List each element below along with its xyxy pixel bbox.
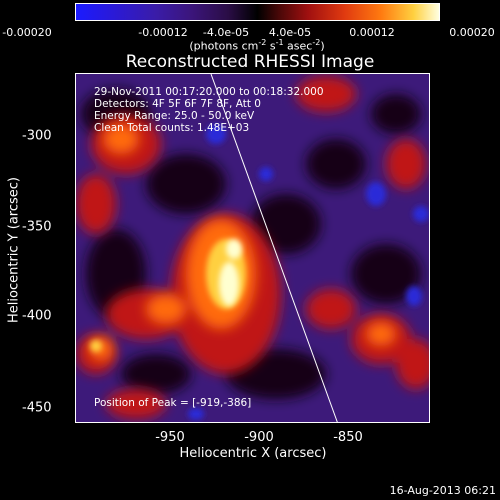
colorbar [75,3,440,21]
x-axis-label: Heliocentric X (arcsec) [179,446,327,461]
info-energy-range: Energy Range: 25.0 - 50.0 keV [94,110,255,122]
solar-limb-line [210,74,338,422]
x-tick-1: -950 [155,430,185,445]
image-title: Reconstructed RHESSI Image [125,52,375,72]
colorbar-tick-1: -0.00020 [2,26,52,39]
y-axis-label: Heliocentric Y (arcsec) [6,177,22,323]
peak-position: Position of Peak = [-919,-386] [94,397,252,409]
colorbar-tick-3: -4.0e-05 [202,26,250,39]
x-tick-3: -850 [333,430,363,445]
colorbar-tick-4: 4.0e-05 [268,26,312,39]
rhessi-heatmap [76,74,429,422]
info-clean-counts: Clean Total counts: 1.48E+03 [94,122,250,134]
y-tick-2: -350 [22,219,52,235]
info-time-range: 29-Nov-2011 00:17:20.000 to 00:18:32.000 [94,86,324,98]
colorbar-tick-2: -0.00012 [138,26,188,39]
colorbar-units: (photons cm-2 s-1 asec-2) [189,38,325,53]
timestamp: 16-Aug-2013 06:21 [389,484,496,497]
y-tick-1: -300 [22,128,52,144]
y-tick-3: -400 [22,308,52,324]
colorbar-tick-6: 0.00020 [449,26,495,39]
info-detectors: Detectors: 4F 5F 6F 7F 8F, Att 0 [94,98,261,110]
rhessi-image: 29-Nov-2011 00:17:20.000 to 00:18:32.000… [75,73,430,423]
y-tick-4: -450 [22,400,52,416]
x-tick-2: -900 [244,430,274,445]
colorbar-tick-5: 0.00012 [349,26,395,39]
